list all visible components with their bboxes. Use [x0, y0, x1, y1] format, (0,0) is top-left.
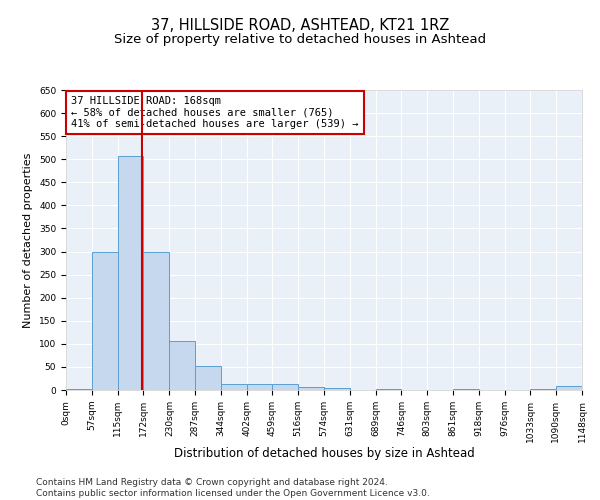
Text: 37 HILLSIDE ROAD: 168sqm
← 58% of detached houses are smaller (765)
41% of semi-: 37 HILLSIDE ROAD: 168sqm ← 58% of detach… [71, 96, 359, 129]
Bar [530, 388, 556, 390]
Bar [66, 388, 92, 390]
Bar [92, 252, 118, 390]
Bar [143, 252, 169, 390]
X-axis label: Distribution of detached houses by size in Ashtead: Distribution of detached houses by size … [173, 448, 475, 460]
Text: Contains HM Land Registry data © Crown copyright and database right 2024.
Contai: Contains HM Land Registry data © Crown c… [36, 478, 430, 498]
Bar [221, 384, 247, 390]
Bar [272, 384, 298, 390]
Y-axis label: Number of detached properties: Number of detached properties [23, 152, 34, 328]
Bar [324, 388, 350, 390]
Bar [118, 156, 143, 390]
Bar [169, 341, 195, 390]
Bar [298, 387, 324, 390]
Bar [195, 366, 221, 390]
Text: Size of property relative to detached houses in Ashtead: Size of property relative to detached ho… [114, 32, 486, 46]
Bar [376, 388, 401, 390]
Text: 37, HILLSIDE ROAD, ASHTEAD, KT21 1RZ: 37, HILLSIDE ROAD, ASHTEAD, KT21 1RZ [151, 18, 449, 32]
Bar [556, 386, 582, 390]
Bar [247, 384, 272, 390]
Bar [453, 388, 479, 390]
